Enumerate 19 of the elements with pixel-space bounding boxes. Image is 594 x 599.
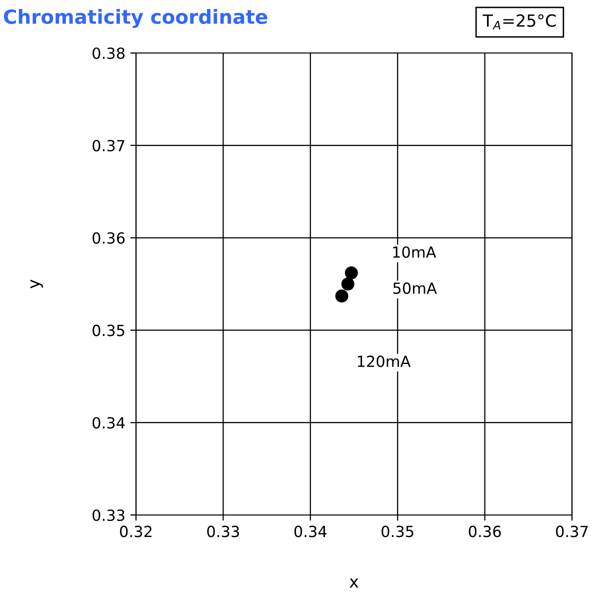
x-axis-title: x	[350, 578, 358, 588]
y-tick-label: 0.37	[92, 140, 124, 152]
x-tick-label: 0.34	[294, 526, 327, 538]
y-tick-label: 0.36	[92, 232, 125, 244]
x-tick-label: 0.33	[207, 526, 239, 538]
x-tick-label: 0.35	[382, 526, 414, 538]
annotation: 50mA	[393, 282, 437, 294]
y-tick-label: 0.34	[92, 417, 125, 429]
y-tick-label: 0.35	[92, 324, 124, 336]
x-tick-label: 0.36	[468, 526, 501, 538]
y-tick-label: 0.38	[92, 47, 125, 60]
annotation: 10mA	[393, 246, 436, 258]
y-tick-label: 0.33	[92, 509, 124, 522]
text: T$_{A}$=25°C	[482, 14, 556, 30]
x-tick-label: 0.37	[556, 526, 588, 538]
y-axis-title: y	[30, 280, 43, 288]
annotation: 120mA	[358, 356, 411, 368]
x-tick-label: 0.32	[120, 526, 152, 538]
chart-title: Chromaticity coordinate	[4, 8, 268, 28]
